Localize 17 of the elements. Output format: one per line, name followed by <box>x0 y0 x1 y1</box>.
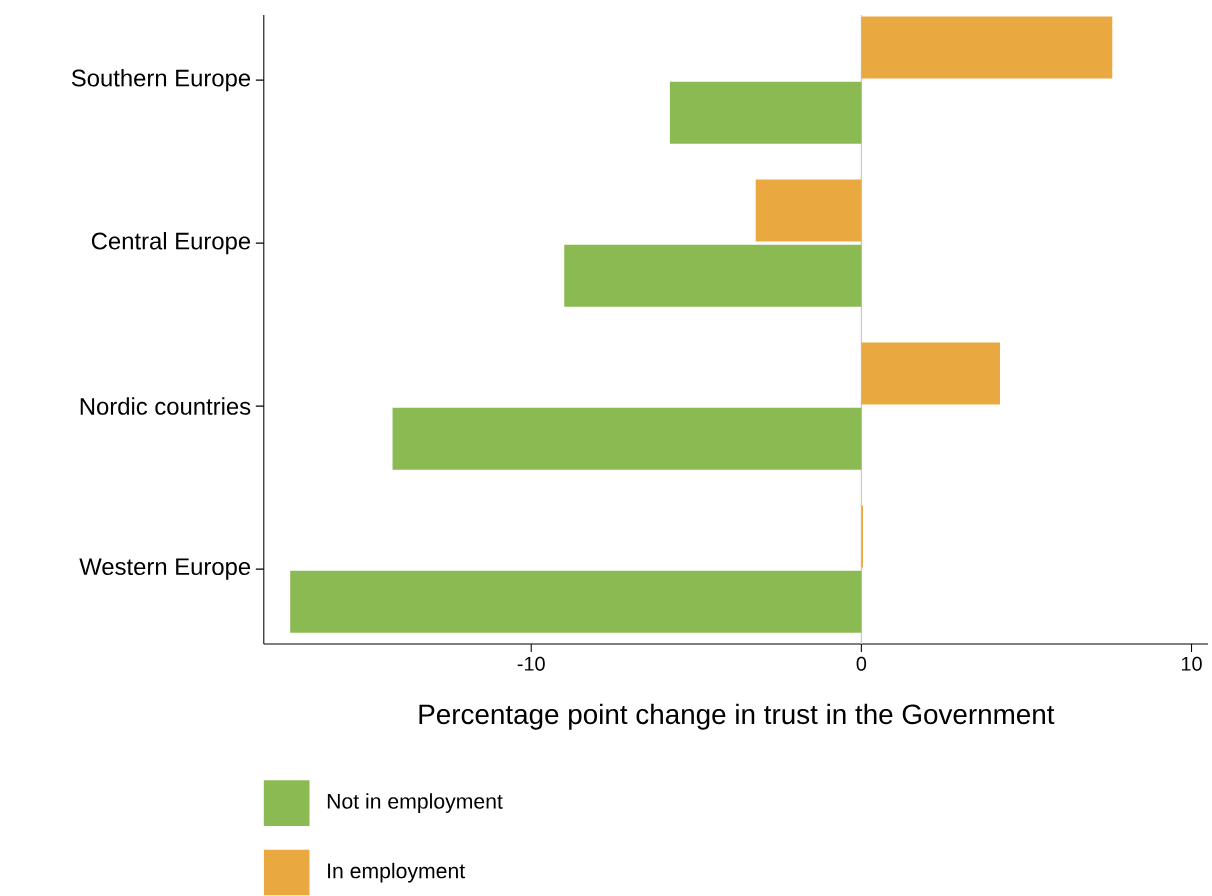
y-tick-label: Southern Europe <box>71 69 251 92</box>
bar <box>564 244 862 307</box>
y-tick-label: Western Europe <box>79 558 251 581</box>
x-tick-label: 0 <box>856 656 867 672</box>
x-tick-label: -10 <box>517 656 545 672</box>
bar <box>669 81 862 144</box>
bar <box>392 407 862 470</box>
x-axis-title: Percentage point change in trust in the Government <box>419 703 1055 730</box>
legend-label: Not in employment <box>327 793 503 814</box>
y-tick-label: Central Europe <box>91 232 251 255</box>
x-tick-label: 10 <box>1181 656 1202 672</box>
y-tick-label: Nordic countries <box>80 397 251 416</box>
legend-label: In employment <box>328 863 465 883</box>
bar <box>861 16 1113 79</box>
bar <box>290 570 862 633</box>
bar <box>861 342 1001 405</box>
bar <box>755 179 862 242</box>
